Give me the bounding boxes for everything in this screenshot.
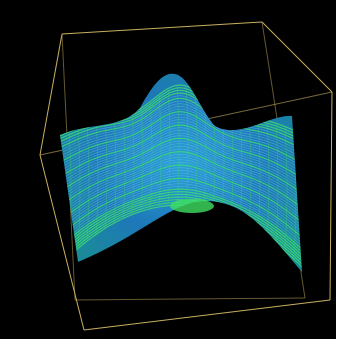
- contour-line: [60, 164, 302, 226]
- contour-line: [185, 85, 189, 206]
- contour-line: [60, 127, 302, 184]
- box-edge: [261, 21, 333, 93]
- contour-line: [60, 191, 302, 256]
- contour-line: [60, 159, 302, 220]
- box-edge: [61, 21, 263, 35]
- contour-line: [60, 113, 302, 169]
- contour-line: [60, 177, 302, 241]
- contour-line: [104, 118, 108, 229]
- contour-line: [60, 196, 302, 262]
- contour-line: [60, 140, 302, 199]
- contour-line: [60, 153, 302, 214]
- contour-line: [60, 148, 302, 208]
- contour-line: [60, 185, 302, 250]
- contour-line: [140, 108, 144, 212]
- contour-line: [284, 126, 288, 251]
- contour-line: [60, 183, 302, 247]
- contour-line: [60, 116, 302, 172]
- contour-line: [60, 103, 302, 157]
- contour-line: [60, 100, 302, 154]
- contour-line: [60, 124, 302, 181]
- contour-line: [60, 175, 302, 238]
- contour-line: [60, 161, 302, 223]
- contour-line: [60, 132, 302, 190]
- contour-line: [60, 119, 302, 175]
- contour-line: [60, 95, 302, 148]
- contour-line: [60, 167, 302, 229]
- box-edge: [83, 299, 331, 331]
- contour-line: [131, 112, 135, 215]
- contour-line: [60, 143, 302, 202]
- contour-line: [275, 123, 279, 244]
- contour-line: [194, 90, 198, 206]
- contour-line: [60, 151, 302, 211]
- contour-line: [60, 108, 302, 163]
- contour-line: [60, 156, 302, 217]
- contour-line: [60, 92, 302, 145]
- contour-line: [122, 115, 126, 219]
- contour-line: [60, 180, 302, 244]
- contour-line: [60, 172, 302, 235]
- contour-line: [248, 117, 252, 225]
- contour-line: [60, 193, 302, 259]
- contour-line: [60, 145, 302, 205]
- contour-line: [266, 120, 270, 237]
- contour-line: [60, 188, 302, 253]
- contour-line: [77, 125, 81, 249]
- contour-line: [176, 85, 180, 206]
- contour-line: [86, 122, 90, 242]
- contour-line: [60, 135, 302, 193]
- contour-line: [158, 94, 162, 207]
- box-edge: [39, 154, 85, 331]
- contour-line: [60, 121, 302, 178]
- contour-line: [60, 97, 302, 151]
- contour-line: [113, 117, 117, 224]
- contour-line: [60, 137, 302, 196]
- contour-line: [167, 88, 171, 206]
- contour-line: [60, 111, 302, 166]
- contour-line: [257, 118, 261, 231]
- surface-highlight: [170, 199, 214, 213]
- contour-line: [60, 105, 302, 160]
- contour-line: [95, 119, 99, 235]
- contour-line: [149, 101, 153, 209]
- box-edge: [74, 297, 306, 301]
- contour-line: [60, 129, 302, 187]
- box-edge: [39, 33, 63, 156]
- box-edge: [329, 91, 333, 301]
- contour-line: [60, 169, 302, 232]
